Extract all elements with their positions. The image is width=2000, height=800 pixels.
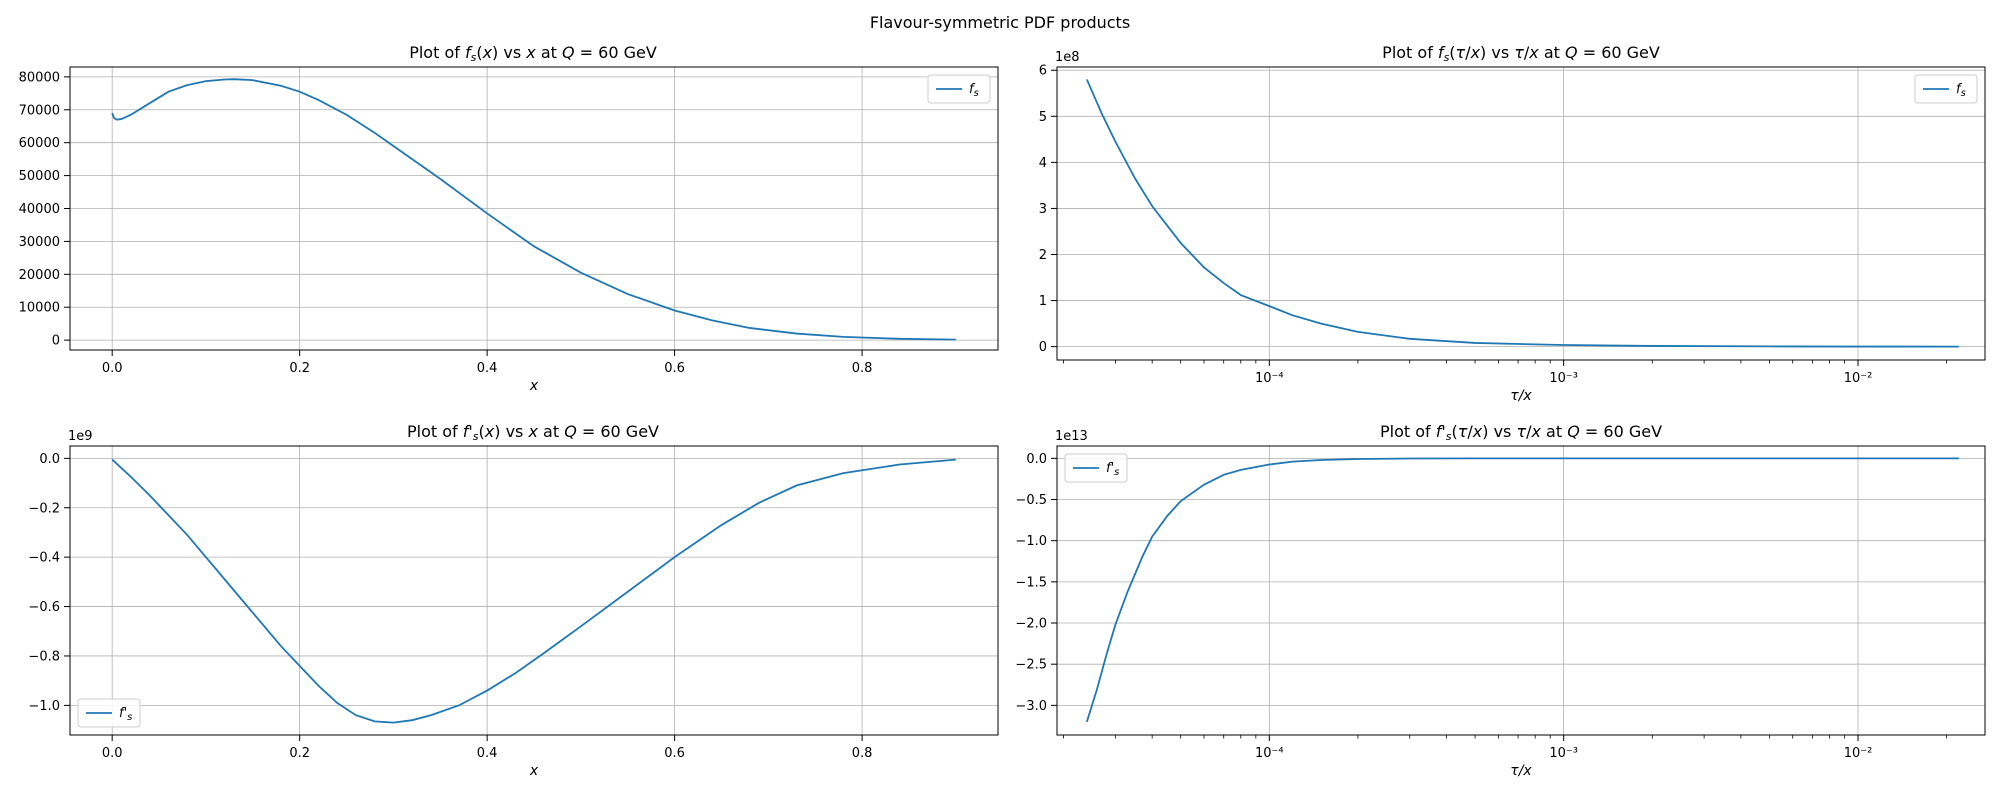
y-tick-label: 5 [1039, 110, 1047, 125]
x-tick-label: 0.6 [664, 361, 685, 376]
y-tick-label: 70000 [19, 103, 60, 118]
legend-label: f's [1106, 461, 1119, 478]
plot-fs-prime-vs-x: Plot of f's(x) vs x at Q = 60 GeV 0.0 0.2… [28, 422, 999, 779]
x-tick-label: 0.6 [664, 746, 685, 761]
x-tick-label: 10⁻² [1844, 746, 1873, 761]
plot-frame [1056, 66, 1986, 361]
x-tick-label: 0.2 [289, 746, 310, 761]
series-line [111, 78, 956, 341]
legend-label: fs [1956, 82, 1966, 99]
x-axis-label: τ/x [1510, 763, 1532, 779]
y-tick-label: 40000 [19, 202, 60, 217]
y-tick-label: 0.0 [39, 452, 60, 467]
y-tick-label: 2 [1039, 248, 1047, 263]
y-tick-label: 0.0 [1026, 452, 1047, 467]
y-tick-label: 4 [1039, 156, 1047, 171]
legend: f's [77, 698, 141, 728]
x-tick-label: 10⁻⁴ [1255, 371, 1284, 386]
x-axis-label: x [529, 763, 539, 779]
y-tick-label: 80000 [19, 70, 60, 85]
figure-title: Flavour-symmetric PDF products [870, 13, 1130, 32]
plot-frame [69, 66, 999, 351]
plot-frame [1056, 445, 1986, 736]
y-tick-label: 10000 [19, 301, 60, 316]
x-tick-label: 10⁻³ [1549, 371, 1578, 386]
x-tick-label: 0.2 [289, 361, 310, 376]
x-tick-label: 10⁻³ [1549, 746, 1578, 761]
y-tick-label: 20000 [19, 268, 60, 283]
y-tick-label: −1.5 [1015, 575, 1047, 590]
y-tick-label: 3 [1039, 202, 1047, 217]
plot-title: Plot of fs(τ/x) vs τ/x at Q = 60 GeV [1382, 43, 1660, 64]
x-tick-label: 0.8 [852, 361, 873, 376]
y-tick-label: 30000 [19, 235, 60, 250]
y-tick-label: −0.5 [1015, 493, 1047, 508]
y-tick-label: 6 [1039, 64, 1047, 79]
legend-label: f's [119, 706, 132, 723]
x-axis-label: τ/x [1510, 388, 1532, 404]
y-tick-label: −3.0 [1015, 699, 1047, 714]
y-tick-label: −1.0 [1015, 534, 1047, 549]
x-tick-label: 10⁻⁴ [1255, 746, 1284, 761]
series-line [1086, 79, 1959, 348]
y-tick-label: −0.6 [28, 600, 60, 615]
plot-title: Plot of fs(x) vs x at Q = 60 GeV [409, 43, 657, 64]
legend-label: fs [969, 82, 979, 99]
y-tick-label: 50000 [19, 169, 60, 184]
y-tick-label: −1.0 [28, 699, 60, 714]
x-axis-label: x [529, 378, 539, 394]
x-tick-label: 0.8 [852, 746, 873, 761]
legend: fs [1914, 74, 1978, 104]
plot-frame [69, 445, 999, 736]
y-tick-label: −0.4 [28, 551, 60, 566]
plot-fs-vs-x: Plot of fs(x) vs x at Q = 60 GeV 0.0 0.2 0… [19, 43, 999, 394]
y-tick-label: 0 [1039, 340, 1047, 355]
legend: fs [927, 74, 991, 104]
plot-title: Plot of f's(τ/x) vs τ/x at Q = 60 GeV [1380, 422, 1662, 443]
y-tick-label: −2.5 [1015, 658, 1047, 673]
x-tick-label: 0.0 [102, 746, 123, 761]
y-tick-label: 60000 [19, 136, 60, 151]
plot-fs-vs-tau-over-x: Plot of fs(τ/x) vs τ/x at Q = 60 GeV 10⁻… [1039, 43, 1986, 404]
y-tick-label: −0.8 [28, 649, 60, 664]
plot-fs-prime-vs-tau-over-x: Plot of f's(τ/x) vs τ/x at Q = 60 GeV 10… [1015, 422, 1986, 779]
series-line [1086, 457, 1959, 723]
series-line [111, 458, 956, 724]
y-offset-label: 1e8 [1055, 50, 1080, 65]
legend: f's [1064, 453, 1128, 483]
y-offset-label: 1e13 [1055, 429, 1088, 444]
x-tick-label: 0.4 [477, 746, 498, 761]
x-tick-label: 10⁻² [1844, 371, 1873, 386]
y-tick-label: 0 [52, 334, 60, 349]
y-tick-label: −0.2 [28, 501, 60, 516]
plot-title: Plot of f's(x) vs x at Q = 60 GeV [407, 422, 659, 443]
y-tick-label: 1 [1039, 294, 1047, 309]
y-offset-label: 1e9 [68, 429, 93, 444]
x-tick-label: 0.4 [477, 361, 498, 376]
y-tick-label: −2.0 [1015, 617, 1047, 632]
x-tick-label: 0.0 [102, 361, 123, 376]
